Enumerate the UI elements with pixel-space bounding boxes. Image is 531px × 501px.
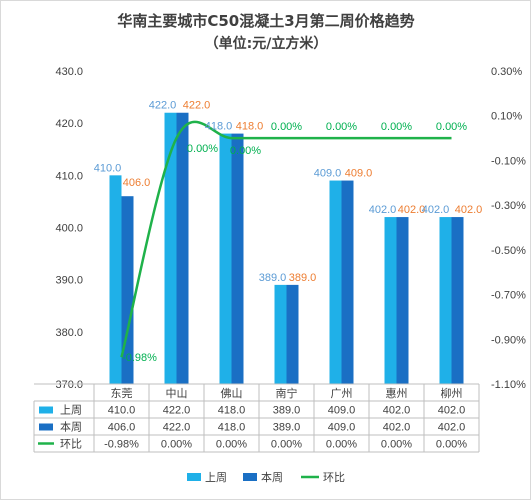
table-cell: 0.00%: [326, 439, 357, 451]
line-label-wow: -0.98%: [122, 352, 157, 364]
bar-label-this-week: 402.0: [455, 204, 483, 216]
line-label-wow: 0.00%: [381, 121, 412, 133]
table-cell: 389.0: [273, 405, 301, 417]
table-cell: 0.00%: [271, 439, 302, 451]
bar-label-this-week: 389.0: [289, 272, 317, 284]
bar-this-week: [231, 133, 244, 384]
category-label: 中山: [166, 387, 188, 400]
y-left-tick-label: 390.0: [55, 275, 83, 287]
table-cell: 410.0: [108, 405, 136, 417]
category-label: 柳州: [441, 386, 463, 400]
table-cell: 409.0: [328, 422, 356, 434]
bar-prev-week: [274, 284, 287, 384]
legend: 上周 本周 环比: [187, 470, 345, 484]
bar-this-week: [176, 112, 189, 384]
y-right-tick-label: 0.30%: [491, 66, 522, 78]
table-key-prev-week: [39, 406, 53, 414]
legend-label: 上周: [205, 471, 227, 484]
table-cell: 402.0: [438, 405, 466, 417]
chart-subtitle: （单位:元/立方米）: [205, 35, 328, 52]
line-label-wow: 0.00%: [271, 121, 302, 133]
category-label: 惠州: [386, 386, 408, 400]
y-right-tick-label: -0.70%: [491, 290, 526, 302]
bar-label-prev-week: 402.0: [369, 204, 397, 216]
bar-label-this-week: 409.0: [345, 168, 373, 180]
y-right-tick-label: 0.10%: [491, 111, 522, 123]
bar-label-prev-week: 402.0: [422, 204, 450, 216]
table-cell: 409.0: [328, 405, 356, 417]
table-cell: 0.00%: [161, 439, 192, 451]
table-cell: 422.0: [163, 405, 191, 417]
category-label: 南宁: [276, 386, 298, 400]
line-label-wow: 0.00%: [187, 143, 218, 155]
bar-this-week: [396, 217, 409, 384]
plot-area: 370.0 380.0 390.0 400.0 410.0 420.0 430.0 -1.10…: [34, 66, 526, 391]
bar-label-this-week: 406.0: [123, 177, 151, 189]
y-left-tick-label: 420.0: [55, 118, 83, 130]
bar-this-week: [341, 180, 354, 384]
y-left-tick-label: 370.0: [55, 379, 83, 391]
legend-label: 环比: [323, 471, 345, 484]
y-right-tick-label: -0.10%: [491, 155, 526, 167]
y-left-tick-label: 400.0: [55, 223, 83, 235]
bar-label-prev-week: 389.0: [259, 272, 287, 284]
bar-this-week: [121, 196, 134, 384]
table-cell: 402.0: [438, 422, 466, 434]
table-cell: 406.0: [108, 422, 136, 434]
table-cell: 0.00%: [216, 439, 247, 451]
bar-this-week: [451, 217, 464, 384]
table-key-this-week: [39, 423, 53, 431]
legend-label: 本周: [261, 470, 283, 484]
bar-label-prev-week: 418.0: [205, 121, 233, 133]
bar-label-this-week: 402.0: [398, 204, 426, 216]
y-right-tick-label: -0.30%: [491, 200, 526, 212]
bar-label-prev-week: 422.0: [149, 100, 177, 112]
legend-key-this-week: [243, 473, 257, 481]
table-cell: -0.98%: [104, 439, 139, 451]
y-right-tick-label: -1.10%: [491, 379, 526, 391]
y-right-tick-label: -0.90%: [491, 334, 526, 346]
table-cell: 418.0: [218, 405, 246, 417]
table-cell: 389.0: [273, 422, 301, 434]
table-cell: 0.00%: [436, 439, 467, 451]
legend-key-prev-week: [187, 473, 201, 481]
bar-label-prev-week: 409.0: [314, 168, 342, 180]
bar-label-this-week: 418.0: [236, 121, 264, 133]
y-left-tick-label: 380.0: [55, 327, 83, 339]
table-row-name: 环比: [60, 438, 82, 451]
bar-prev-week: [219, 133, 232, 384]
bar-prev-week: [109, 175, 122, 384]
category-label: 佛山: [221, 387, 243, 400]
bar-prev-week: [384, 217, 397, 384]
table-cell: 402.0: [383, 422, 411, 434]
bar-label-this-week: 422.0: [183, 100, 211, 112]
y-left-tick-label: 430.0: [55, 66, 83, 78]
table-cell: 422.0: [163, 422, 191, 434]
table-cell: 0.00%: [381, 439, 412, 451]
bar-prev-week: [164, 112, 177, 384]
chart-title: 华南主要城市C50混凝土3月第二周价格趋势: [117, 12, 414, 30]
table-cell: 418.0: [218, 422, 246, 434]
category-label: 东莞: [111, 387, 133, 400]
bar-prev-week: [329, 180, 342, 384]
table-row-name: 上周: [60, 404, 82, 417]
wow-line: [120, 120, 452, 358]
line-label-wow: 0.00%: [230, 145, 261, 157]
y-left-tick-label: 410.0: [55, 170, 83, 182]
category-label: 广州: [331, 387, 353, 400]
table-row-name: 本周: [60, 420, 82, 434]
bar-this-week: [286, 284, 299, 384]
y-right-tick-label: -0.50%: [491, 245, 526, 257]
line-label-wow: 0.00%: [436, 121, 467, 133]
table-cell: 402.0: [383, 405, 411, 417]
bar-prev-week: [439, 217, 452, 384]
line-label-wow: 0.00%: [326, 121, 357, 133]
bar-label-prev-week: 410.0: [94, 162, 122, 174]
